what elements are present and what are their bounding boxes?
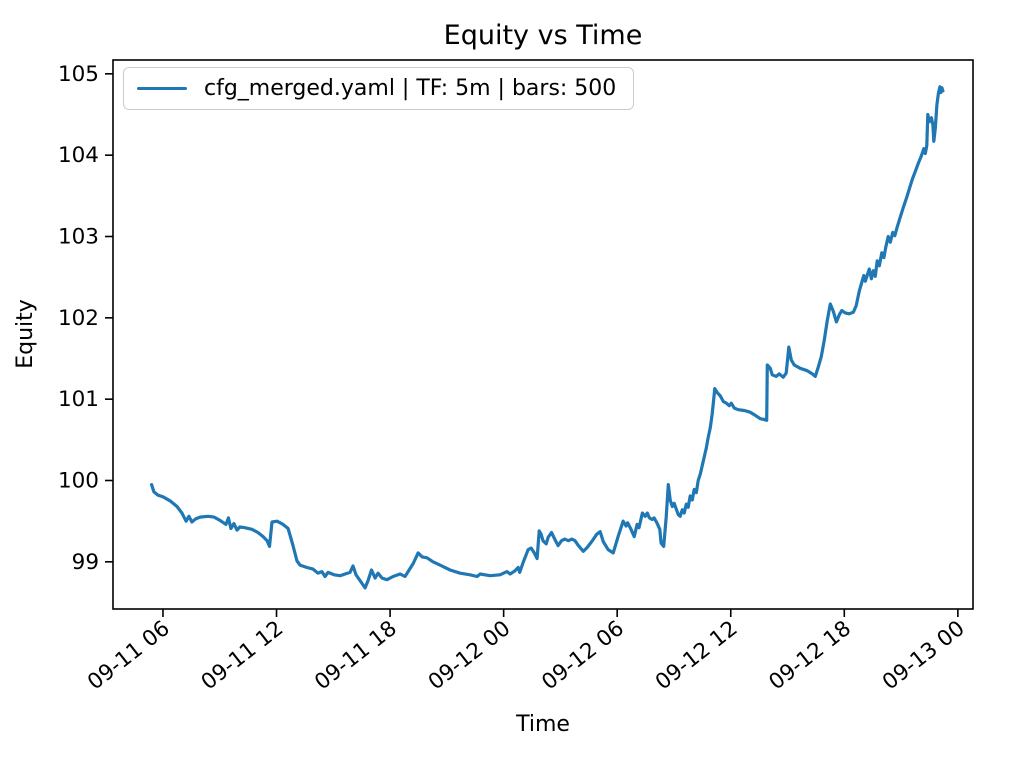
equity-line bbox=[150, 85, 945, 590]
y-tick-label: 99 bbox=[72, 550, 99, 575]
x-tick-label: 09-12 18 bbox=[764, 616, 856, 695]
y-tick-label: 100 bbox=[58, 468, 99, 493]
x-tick-label: 09-11 18 bbox=[310, 616, 402, 695]
x-tick-label: 09-11 06 bbox=[83, 616, 175, 695]
x-axis-label: Time bbox=[516, 712, 570, 737]
x-tick-label: 09-12 00 bbox=[424, 616, 516, 695]
axes-spines bbox=[112, 59, 974, 610]
y-tick-label: 105 bbox=[58, 62, 99, 87]
y-axis-label: Equity bbox=[13, 299, 38, 369]
chart-title: Equity vs Time bbox=[443, 20, 643, 51]
y-tick-label: 102 bbox=[58, 306, 99, 331]
legend: cfg_merged.yaml | TF: 5m | bars: 500 bbox=[123, 67, 635, 110]
x-tick-label: 09-11 12 bbox=[197, 616, 289, 695]
y-tick-label: 104 bbox=[58, 143, 99, 168]
legend-label: cfg_merged.yaml | TF: 5m | bars: 500 bbox=[204, 76, 617, 101]
y-tick-label: 101 bbox=[58, 387, 99, 412]
x-tick-label: 09-13 00 bbox=[878, 616, 970, 695]
y-tick-label: 103 bbox=[58, 224, 99, 249]
x-tick-label: 09-12 12 bbox=[651, 616, 743, 695]
x-tick-label: 09-12 06 bbox=[537, 616, 629, 695]
legend-line-swatch bbox=[137, 86, 187, 91]
